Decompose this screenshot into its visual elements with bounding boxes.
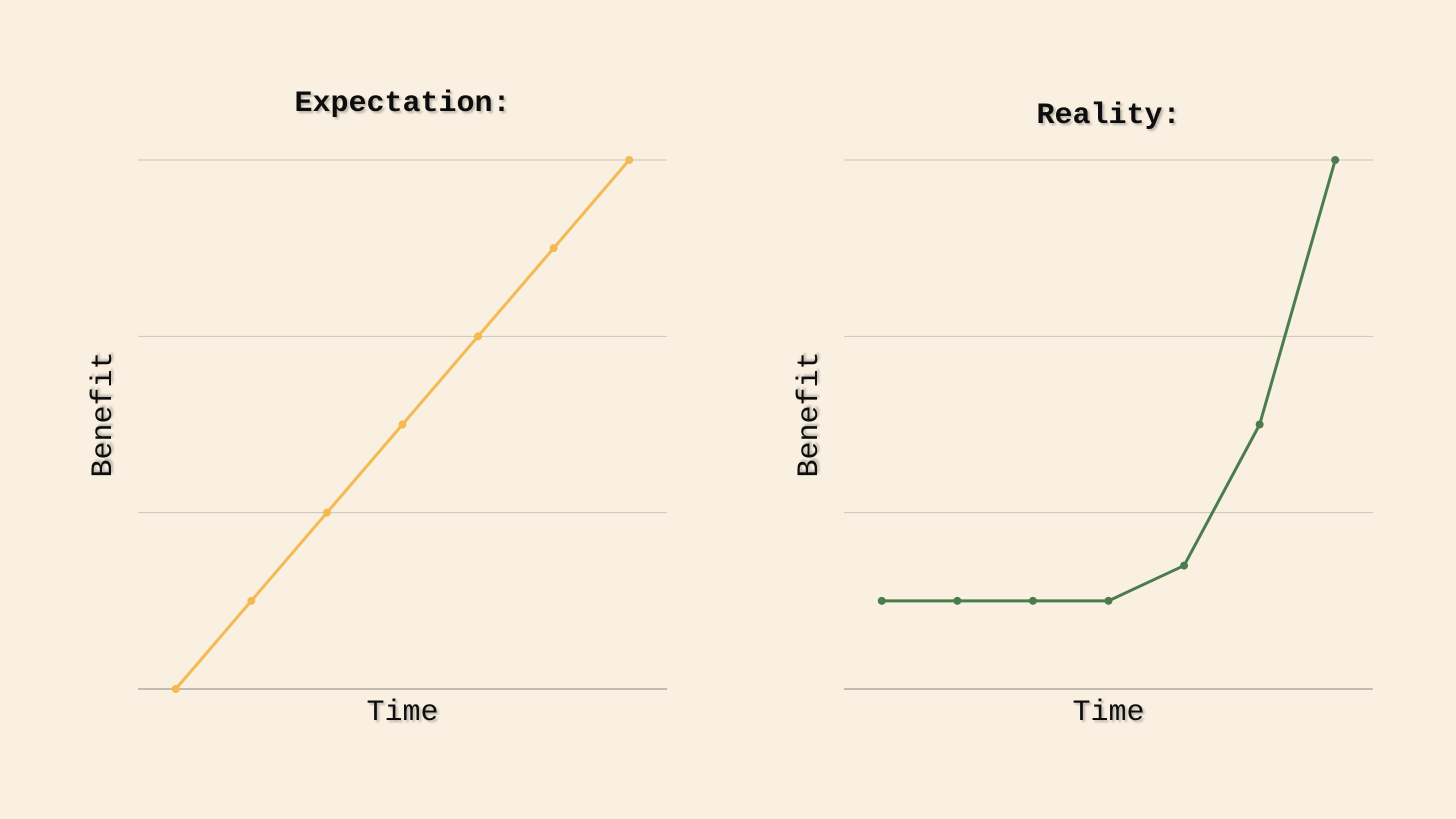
- point: [1180, 561, 1189, 570]
- point: [1331, 156, 1340, 164]
- chart-title: Reality:: [1036, 99, 1180, 133]
- point: [247, 596, 256, 605]
- point: [953, 596, 962, 605]
- point: [1255, 420, 1264, 429]
- point: [171, 685, 180, 693]
- y-axis-label: Benefit: [793, 351, 827, 477]
- point: [625, 156, 634, 164]
- chart-title: Expectation:: [294, 87, 510, 121]
- line: [881, 159, 1337, 603]
- y-axis-label: Benefit: [87, 351, 121, 477]
- point: [474, 332, 483, 341]
- point: [877, 596, 886, 605]
- x-axis-label: Time: [1072, 696, 1144, 730]
- point: [549, 244, 558, 253]
- point: [398, 420, 407, 429]
- point: [1104, 596, 1113, 605]
- point: [322, 508, 331, 517]
- point: [1028, 596, 1037, 605]
- x-axis-label: Time: [366, 696, 438, 730]
